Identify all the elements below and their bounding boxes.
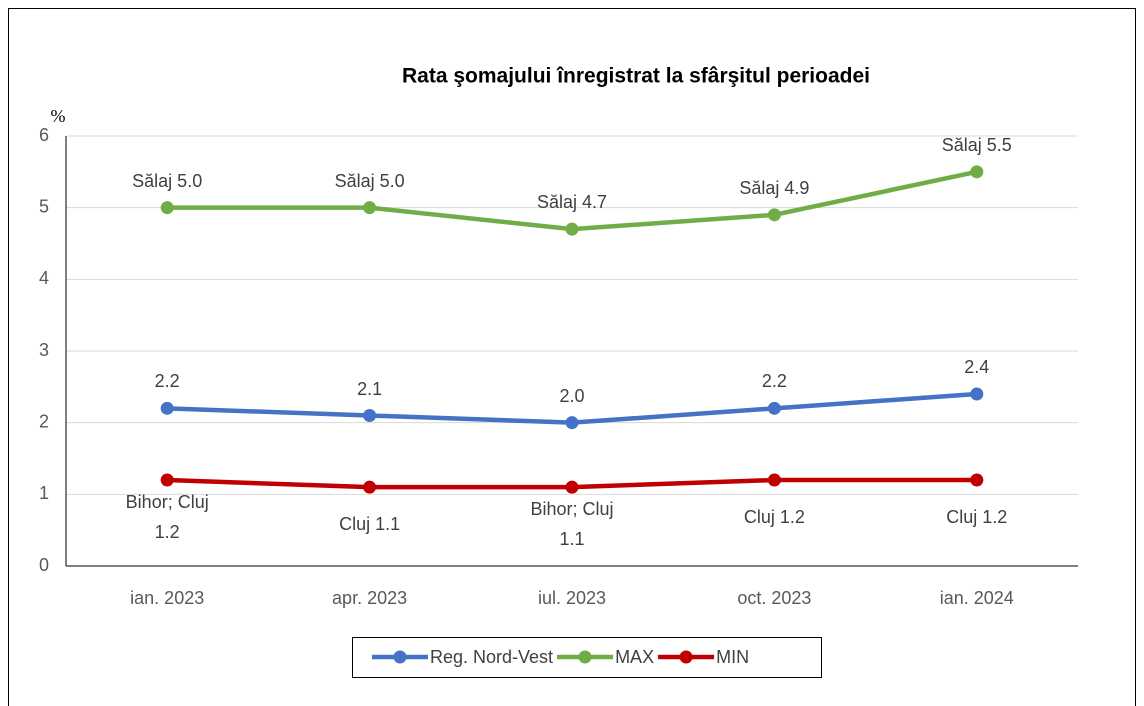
chart-border (8, 8, 1136, 706)
data-label: Cluj 1.2 (946, 507, 1008, 527)
data-label: Sălaj 4.7 (536, 192, 608, 213)
y-axis-label: % (51, 106, 66, 126)
x-tick-label: iul. 2023 (538, 588, 606, 608)
x-tick-label: ian. 2024 (940, 588, 1014, 608)
legend-label: MAX (615, 647, 654, 667)
point (363, 409, 377, 422)
data-label: Bihor; Cluj 1.2 (125, 492, 209, 542)
point (565, 480, 579, 494)
point (767, 208, 781, 222)
point (160, 473, 174, 487)
data-label: Sălaj 4.9 (739, 177, 810, 198)
point (970, 473, 984, 487)
data-label: 2.4 (964, 357, 990, 377)
y-tick-label: 2 (39, 411, 49, 431)
data-label: Sălaj 5.5 (941, 134, 1012, 155)
data-label: Cluj 1.1 (339, 514, 401, 535)
point (767, 473, 781, 487)
point (565, 416, 579, 430)
y-tick-label: 5 (39, 196, 49, 216)
point (160, 401, 174, 415)
data-label: Cluj 1.2 (743, 507, 805, 527)
point (160, 201, 174, 215)
legend-marker (393, 650, 407, 664)
point (970, 387, 984, 401)
y-tick-label: 4 (39, 268, 49, 288)
legend-marker (679, 650, 693, 664)
legend-marker (578, 650, 592, 664)
legend-label: Reg. Nord-Vest (430, 647, 553, 667)
chart-title: Rata şomajului înregistrat la sfârşitul … (402, 65, 870, 88)
point (767, 401, 781, 415)
x-tick-label: oct. 2023 (737, 588, 811, 608)
y-tick-label: 1 (39, 483, 49, 503)
y-tick-label: 0 (39, 555, 49, 575)
point (363, 480, 377, 494)
data-label: 2.2 (154, 371, 180, 392)
data-label: Bihor; Cluj 1.1 (530, 499, 614, 550)
legend-label: MIN (716, 647, 749, 667)
data-label: 2.2 (761, 371, 787, 392)
data-label: Sălaj 5.0 (334, 170, 405, 191)
point (970, 165, 984, 179)
y-tick-label: 3 (39, 340, 49, 360)
data-label: 2.0 (559, 385, 585, 406)
data-label: Sălaj 5.0 (132, 170, 203, 191)
point (565, 222, 579, 236)
data-label: 2.1 (357, 378, 383, 399)
x-tick-label: ian. 2023 (130, 588, 204, 608)
x-tick-label: apr. 2023 (332, 588, 407, 608)
point (363, 201, 377, 215)
y-tick-label: 6 (39, 125, 49, 145)
